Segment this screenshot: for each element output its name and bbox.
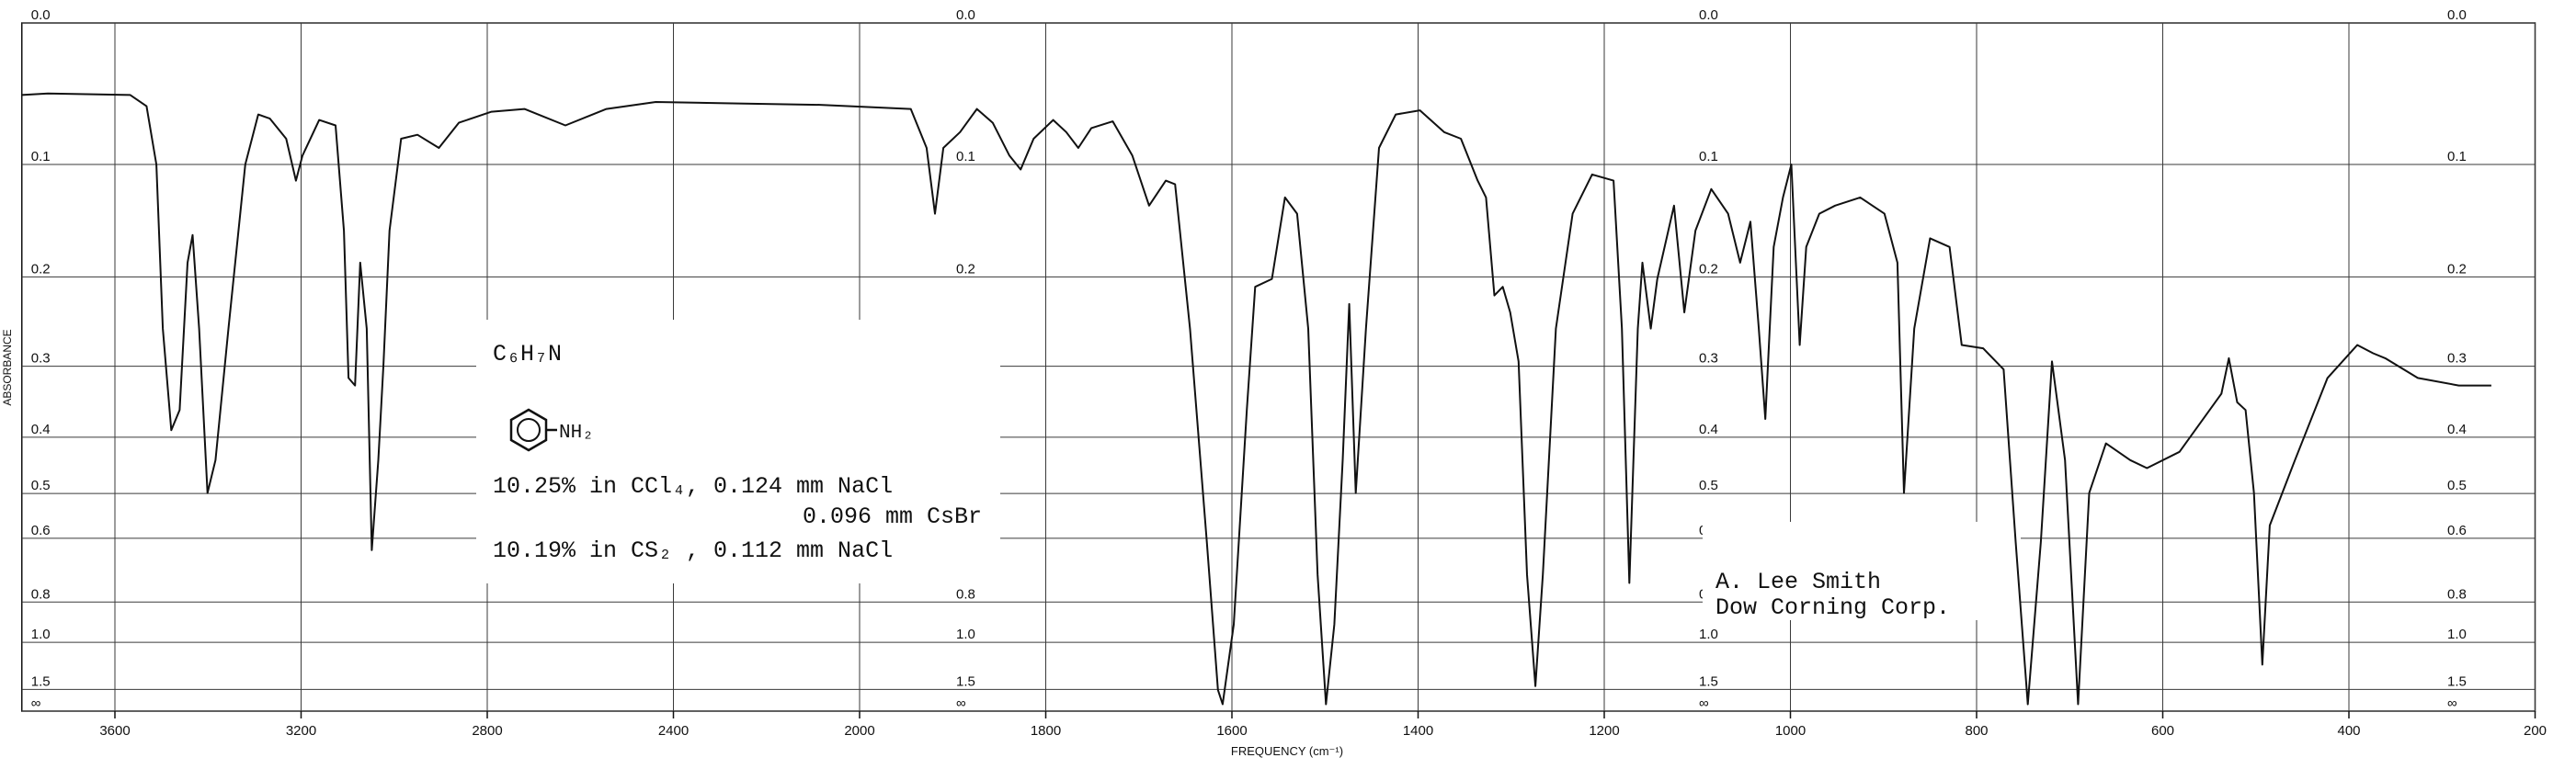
curve-layer bbox=[21, 92, 2491, 706]
y-tick-label: 0.8 bbox=[956, 586, 975, 602]
author-box bbox=[1703, 522, 2021, 620]
y-tick-label: 0.3 bbox=[2447, 351, 2467, 367]
y-tick-label: 1.5 bbox=[956, 673, 975, 689]
x-tick-label: 3600 bbox=[99, 723, 130, 739]
y-tick-label: ∞ bbox=[956, 695, 966, 711]
x-axis-label: FREQUENCY (cm⁻¹) bbox=[1231, 744, 1343, 758]
substituent: NH₂ bbox=[559, 423, 594, 444]
x-tick-label: 1600 bbox=[1216, 723, 1247, 739]
y-tick-label: 0.1 bbox=[2447, 149, 2467, 164]
y-tick-label: 0.2 bbox=[2447, 261, 2467, 277]
x-tick-label: 2400 bbox=[658, 723, 689, 739]
y-tick-label: 0.4 bbox=[31, 422, 51, 437]
y-tick-label: 1.5 bbox=[2447, 673, 2467, 689]
y-tick-label: ∞ bbox=[31, 695, 41, 711]
y-tick-label: 1.5 bbox=[1699, 673, 1718, 689]
y-tick-label: 0.1 bbox=[956, 149, 975, 164]
y-tick-label: 0.5 bbox=[31, 478, 51, 493]
y-tick-label: 0.1 bbox=[31, 149, 51, 164]
x-tick-label: 3200 bbox=[286, 723, 316, 739]
y-tick-label: 0.5 bbox=[2447, 478, 2467, 493]
y-tick-label: 1.0 bbox=[956, 627, 975, 642]
benzene-ring bbox=[509, 408, 548, 452]
y-tick-label: 0.4 bbox=[1699, 422, 1718, 437]
x-tick-label: 2800 bbox=[472, 723, 502, 739]
benzene-circle bbox=[517, 418, 541, 442]
y-tick-label: 0.3 bbox=[31, 351, 51, 367]
y-tick-label: 0.0 bbox=[956, 7, 975, 23]
y-tick-label: 0.0 bbox=[31, 7, 51, 23]
y-tick-label: 1.5 bbox=[31, 673, 51, 689]
y-tick-label: 0.8 bbox=[31, 586, 51, 602]
spectrum-line bbox=[21, 92, 2491, 706]
condition: 0.096 mm CsBr bbox=[803, 503, 982, 530]
y-tick-label: 0.2 bbox=[1699, 261, 1718, 277]
y-tick-label: 1.0 bbox=[2447, 627, 2467, 642]
x-tick-label: 1000 bbox=[1775, 723, 1806, 739]
y-tick-label: 0.4 bbox=[2447, 422, 2467, 437]
x-tick-label: 200 bbox=[2524, 723, 2547, 739]
affiliation: Dow Corning Corp. bbox=[1715, 594, 1950, 621]
x-tick-label: 400 bbox=[2337, 723, 2360, 739]
formula: C₆H₇N bbox=[493, 341, 562, 368]
y-tick-label: 0.3 bbox=[1699, 351, 1718, 367]
y-tick-label: 1.0 bbox=[1699, 627, 1718, 642]
y-tick-label: 0.5 bbox=[1699, 478, 1718, 493]
x-tick-label: 1200 bbox=[1589, 723, 1619, 739]
y-tick-label: 0.6 bbox=[2447, 523, 2467, 538]
x-tick-label: 600 bbox=[2151, 723, 2174, 739]
condition: 10.19% in CS₂ , 0.112 mm NaCl bbox=[493, 537, 893, 564]
y-tick-label: 0.0 bbox=[1699, 7, 1718, 23]
x-tick-label: 800 bbox=[1965, 723, 1988, 739]
y-tick-label: 0.8 bbox=[2447, 586, 2467, 602]
y-tick-label: 0.1 bbox=[1699, 149, 1718, 164]
y-tick-label: 1.0 bbox=[31, 627, 51, 642]
y-tick-label: 0.6 bbox=[31, 523, 51, 538]
y-tick-label: 0.2 bbox=[956, 261, 975, 277]
y-axis-label: ABSORBANCE bbox=[1, 329, 14, 405]
x-tick-label: 1400 bbox=[1403, 723, 1433, 739]
y-tick-label: 0.2 bbox=[31, 261, 51, 277]
grid: 0.0 0.0 0.0 0.0 0.1 0.1 0.1 0.1 0.2 0.2 0.2 0.2 0.3 0… bbox=[21, 7, 2547, 739]
author: A. Lee Smith bbox=[1715, 569, 1881, 595]
condition: 10.25% in CCl₄, 0.124 mm NaCl bbox=[493, 473, 893, 500]
y-tick-label: 0.0 bbox=[2447, 7, 2467, 23]
y-tick-label: ∞ bbox=[2447, 695, 2457, 711]
y-tick-label: ∞ bbox=[1699, 695, 1709, 711]
x-tick-label: 1800 bbox=[1031, 723, 1061, 739]
sample-box bbox=[476, 320, 1000, 583]
x-tick-label: 2000 bbox=[844, 723, 874, 739]
